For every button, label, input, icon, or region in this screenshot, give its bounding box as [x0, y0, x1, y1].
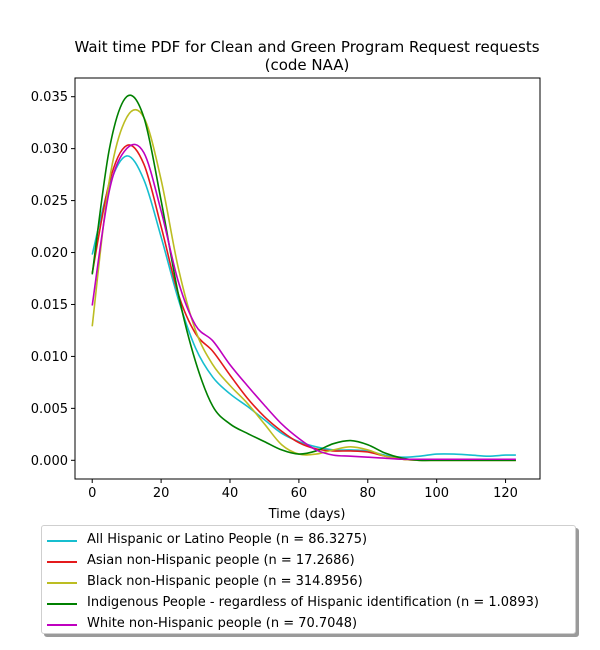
x-axis-label: Time (days)	[268, 507, 346, 522]
y-tick-label-7: 0.035	[31, 90, 68, 105]
chart-title-line-2: (code NAA)	[265, 56, 350, 74]
series-line-3	[91, 94, 516, 462]
y-tick-label-4: 0.020	[31, 246, 68, 261]
series-line-0	[91, 155, 516, 459]
series-line-2	[91, 108, 516, 462]
legend-swatch-indigenous	[47, 603, 77, 605]
legend-swatch-white	[47, 624, 77, 626]
plot-area	[91, 94, 516, 462]
x-tick-label-1: 20	[153, 486, 170, 501]
x-tick-label-5: 100	[424, 486, 449, 501]
legend: All Hispanic or Latino People (n = 86.32…	[41, 525, 576, 634]
y-tick-label-0: 0.000	[31, 454, 68, 469]
legend-label-black: Black non-Hispanic people (n = 314.8956)	[87, 574, 363, 589]
x-tick-label-0: 0	[88, 486, 96, 501]
x-axis-ticks: 0 20 40 60 80 100 120	[88, 479, 518, 501]
x-tick-label-6: 120	[493, 486, 518, 501]
legend-label-white: White non-Hispanic people (n = 70.7048)	[87, 616, 358, 631]
legend-swatch-asian	[47, 561, 77, 563]
x-tick-label-2: 40	[222, 486, 239, 501]
legend-label-asian: Asian non-Hispanic people (n = 17.2686)	[87, 553, 355, 568]
plot-frame	[74, 77, 541, 480]
legend-item-asian: Asian non-Hispanic people (n = 17.2686)	[42, 552, 575, 573]
legend-item-indigenous: Indigenous People - regardless of Hispan…	[42, 594, 575, 615]
series-line-4	[91, 143, 516, 461]
y-tick-label-5: 0.025	[31, 194, 68, 209]
legend-item-black: Black non-Hispanic people (n = 314.8956)	[42, 573, 575, 594]
legend-label-hispanic: All Hispanic or Latino People (n = 86.32…	[87, 532, 368, 547]
y-tick-label-2: 0.010	[31, 350, 68, 365]
x-tick-label-4: 80	[360, 486, 377, 501]
y-tick-label-1: 0.005	[31, 402, 68, 417]
y-tick-label-6: 0.030	[31, 142, 68, 157]
legend-label-indigenous: Indigenous People - regardless of Hispan…	[87, 595, 539, 610]
chart-title-line-1: Wait time PDF for Clean and Green Progra…	[74, 38, 539, 56]
x-tick-label-3: 60	[291, 486, 308, 501]
legend-swatch-hispanic	[47, 540, 77, 542]
legend-swatch-black	[47, 582, 77, 584]
y-tick-label-3: 0.015	[31, 298, 68, 313]
y-axis-ticks: 0.000 0.005 0.010 0.015 0.020 0.025 0.030 0.035	[31, 90, 75, 469]
legend-item-hispanic: All Hispanic or Latino People (n = 86.32…	[42, 531, 575, 552]
legend-item-white: White non-Hispanic people (n = 70.7048)	[42, 615, 575, 636]
